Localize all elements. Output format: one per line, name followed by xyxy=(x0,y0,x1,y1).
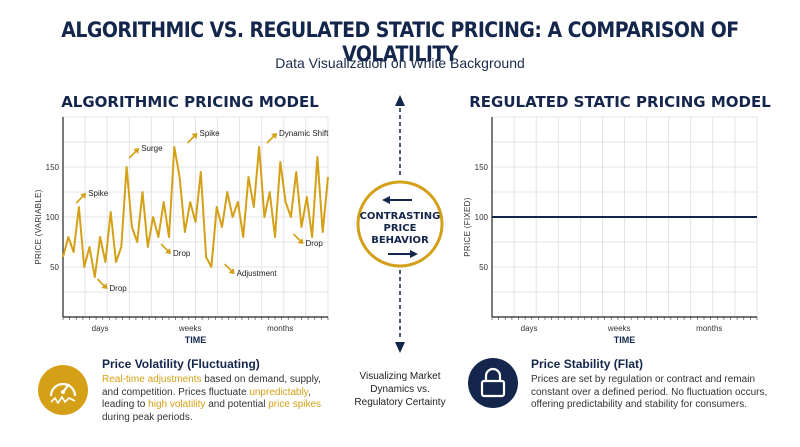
trend-down-arrow-icon xyxy=(292,233,302,242)
y-axis-label: PRICE (FIXED) xyxy=(463,197,472,256)
gauge-icon-badge xyxy=(38,365,88,415)
caption-line3: Regulatory Certainty xyxy=(354,397,446,408)
x-tick-label: weeks xyxy=(607,324,631,333)
highlight-realtime: Real-time adjustments xyxy=(102,374,202,385)
x-tick-label: days xyxy=(92,324,109,333)
caption-line1: Visualizing Market xyxy=(359,371,441,382)
left-info-title: Price Volatility (Fluctuating) xyxy=(102,357,260,371)
left-info-block: Price Volatility (Fluctuating) Real-time… xyxy=(102,357,332,424)
center-text-line3: BEHAVIOR xyxy=(371,235,429,246)
y-tick-label: 150 xyxy=(46,163,60,172)
right-chart-title: REGULATED STATIC PRICING MODEL xyxy=(469,93,771,111)
arrowhead-icon xyxy=(191,133,198,139)
left-info-text: Real-time adjustments based on demand, s… xyxy=(102,374,332,424)
annotation-label: Spike xyxy=(200,129,221,138)
caption-line2: Dynamics vs. xyxy=(370,384,430,395)
x-tick-label: days xyxy=(521,324,538,333)
y-axis-label: PRICE (VARIABLE) xyxy=(34,189,43,264)
x-tick-label: months xyxy=(267,324,293,333)
left-text-part2: , leading to xyxy=(102,386,311,411)
left-text-part4: during peak periods. xyxy=(102,411,193,423)
arrowhead-icon xyxy=(101,283,108,289)
center-text-line2: PRICE xyxy=(384,223,417,234)
annotation-6: Dynamic Shift xyxy=(266,129,329,144)
center-text-line1: CONTRASTING xyxy=(360,211,441,222)
arrow-left-icon xyxy=(382,196,412,204)
center-divider: CONTRASTING PRICE BEHAVIOR xyxy=(356,95,444,353)
page-title: ALGORITHMIC VS. REGULATED STATIC PRICING… xyxy=(61,18,739,66)
annotation-7: Drop xyxy=(292,233,324,248)
y-tick-label: 50 xyxy=(479,263,488,272)
trend-up-arrow-icon xyxy=(266,135,275,144)
annotation-1: Drop xyxy=(96,278,127,293)
arrowhead-icon xyxy=(297,238,304,244)
annotation-label: Dynamic Shift xyxy=(279,129,329,138)
x-axis-label: TIME xyxy=(614,335,636,345)
y-tick-label: 100 xyxy=(475,213,489,222)
trend-up-arrow-icon xyxy=(75,195,84,204)
arrow-right-icon xyxy=(388,250,418,258)
annotation-label: Spike xyxy=(88,189,109,198)
arrowhead-icon xyxy=(165,248,171,254)
trend-down-arrow-icon xyxy=(224,263,233,272)
trend-up-arrow-icon xyxy=(128,150,137,159)
annotation-4: Spike xyxy=(186,129,221,144)
highlight-spikes: price spikes xyxy=(268,399,322,410)
arrow-down-icon xyxy=(395,342,405,353)
x-tick-label: months xyxy=(696,324,722,333)
annotation-5: Adjustment xyxy=(224,263,278,278)
arrowhead-icon xyxy=(228,268,235,274)
lock-icon-badge xyxy=(468,358,518,408)
page-subtitle: Data Visualization on White Background xyxy=(275,55,525,71)
annotation-label: Drop xyxy=(109,284,127,293)
trend-up-arrow-icon xyxy=(186,135,196,144)
center-caption: Visualizing Market Dynamics vs. Regulato… xyxy=(340,370,460,409)
trend-down-arrow-icon xyxy=(160,243,169,252)
lock-icon xyxy=(480,367,506,398)
annotation-label: Drop xyxy=(306,239,324,248)
y-tick-label: 150 xyxy=(475,163,489,172)
left-text-part1: based on demand, supply, and competition… xyxy=(102,374,321,398)
highlight-volatility: high volatility xyxy=(148,399,206,410)
series-line-0 xyxy=(62,146,329,278)
left-chart-title: ALGORITHMIC PRICING MODEL xyxy=(61,93,319,111)
arrowhead-icon xyxy=(80,193,87,199)
annotation-2: Surge xyxy=(128,144,163,159)
annotation-label: Drop xyxy=(173,249,191,258)
algorithmic-pricing-chart: 50 100 150 days weeks months TIME PRICE (VARIAB… xyxy=(34,116,329,345)
annotation-label: Adjustment xyxy=(237,269,278,278)
x-axis-label: TIME xyxy=(185,335,207,345)
right-info-title: Price Stability (Flat) xyxy=(531,357,644,371)
left-text-part3: and potential xyxy=(205,399,269,410)
annotation-0: Spike xyxy=(75,189,109,204)
arrow-up-icon xyxy=(395,95,405,106)
y-tick-label: 100 xyxy=(46,213,60,222)
x-tick-label: weeks xyxy=(178,324,202,333)
highlight-unpredictably: unpredictably xyxy=(249,386,309,398)
right-info-block: Price Stability (Flat) Prices are set by… xyxy=(531,357,771,412)
annotation-label: Surge xyxy=(141,144,163,153)
trend-down-arrow-icon xyxy=(96,278,105,287)
gauge-icon xyxy=(49,382,77,405)
right-info-text: Prices are set by regulation or contract… xyxy=(531,374,768,410)
arrowhead-icon xyxy=(271,133,277,139)
arrowhead-icon xyxy=(133,148,140,154)
center-badge xyxy=(356,180,444,268)
annotation-3: Drop xyxy=(160,243,191,258)
regulated-pricing-chart: 50 100 150 days weeks months TIME PRICE (FIXED) xyxy=(463,116,758,345)
y-tick-label: 50 xyxy=(50,263,59,272)
